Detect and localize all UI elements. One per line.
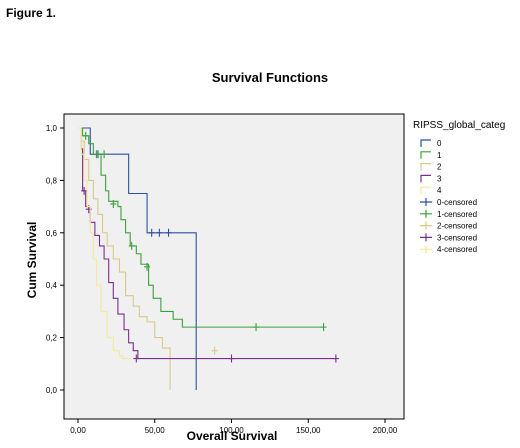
censor-mark-2 bbox=[211, 346, 218, 355]
censor-mark-1 bbox=[93, 150, 100, 159]
legend: RIPSS_global_categ 0 1 2 3 4 0-censored 1-censo… bbox=[413, 120, 505, 254]
legend-swatch bbox=[420, 245, 432, 254]
series-2 bbox=[78, 127, 218, 390]
legend-item: 4 bbox=[420, 186, 442, 195]
y-tick-label: 0,0 bbox=[46, 386, 58, 395]
legend-label: 4-censored bbox=[437, 245, 477, 254]
series-line-4 bbox=[78, 127, 132, 360]
censor-mark-1 bbox=[110, 199, 117, 208]
censor-mark-3 bbox=[228, 354, 235, 363]
legend-item: 0 bbox=[420, 139, 442, 148]
y-tick-label: 0,6 bbox=[46, 229, 58, 238]
censor-mark-1 bbox=[253, 323, 260, 332]
legend-label: 1 bbox=[437, 151, 442, 160]
legend-label: 3 bbox=[437, 174, 442, 183]
y-tick-label: 0,4 bbox=[46, 281, 58, 290]
legend-swatch bbox=[420, 174, 431, 183]
legend-swatch bbox=[420, 209, 432, 218]
series-1 bbox=[78, 127, 327, 332]
figure-label: Figure 1. bbox=[6, 6, 57, 20]
y-tick-label: 1,0 bbox=[46, 124, 58, 133]
legend-label: 2 bbox=[437, 163, 442, 172]
legend-item: 1-censored bbox=[420, 209, 477, 219]
legend-label: 4 bbox=[437, 186, 442, 195]
legend-item: 3-censored bbox=[420, 233, 477, 242]
x-tick-label: 200,00 bbox=[373, 426, 398, 435]
censor-mark-0 bbox=[165, 228, 172, 237]
legend-swatch bbox=[420, 186, 431, 195]
censor-mark-1 bbox=[82, 131, 89, 140]
censor-mark-1 bbox=[128, 241, 135, 250]
y-tick-label: 0,8 bbox=[46, 176, 58, 185]
legend-item: 3 bbox=[420, 174, 442, 183]
censor-mark-1 bbox=[320, 323, 327, 332]
y-axis: 0,0 0,2 0,4 0,6 0,8 1,0 bbox=[46, 124, 64, 395]
legend-item: 0-censored bbox=[420, 198, 477, 207]
legend-swatch bbox=[420, 198, 432, 206]
series-layer bbox=[78, 127, 339, 390]
series-line-0 bbox=[78, 127, 197, 390]
chart-title: Survival Functions bbox=[212, 70, 328, 85]
series-line-2 bbox=[78, 127, 171, 390]
series-0 bbox=[78, 127, 197, 390]
plot-area bbox=[63, 113, 405, 420]
legend-swatch bbox=[420, 233, 432, 242]
legend-swatch bbox=[420, 151, 431, 159]
legend-label: 0 bbox=[437, 139, 442, 148]
x-tick-label: 100,00 bbox=[219, 426, 244, 435]
x-axis-label: Overall Survival bbox=[187, 429, 278, 443]
legend-item: 2-censored bbox=[420, 221, 477, 231]
x-tick-label: 50,00 bbox=[145, 426, 166, 435]
censor-mark-3 bbox=[332, 354, 339, 363]
legend-swatch bbox=[420, 163, 431, 171]
legend-label: 0-censored bbox=[437, 198, 477, 207]
x-tick-label: 150,00 bbox=[296, 426, 321, 435]
censor-mark-3 bbox=[133, 354, 140, 363]
y-tick-label: 0,2 bbox=[46, 334, 58, 343]
x-axis: 0,00 50,00 100,00 150,00 200,00 bbox=[70, 419, 398, 435]
legend-label: 1-censored bbox=[437, 210, 477, 219]
censor-mark-1 bbox=[144, 262, 151, 271]
censor-mark-0 bbox=[148, 228, 155, 237]
legend-item: 2 bbox=[420, 163, 442, 172]
legend-label: 2-censored bbox=[437, 222, 477, 231]
series-4 bbox=[78, 127, 132, 360]
series-line-1 bbox=[78, 127, 324, 328]
legend-swatch bbox=[420, 139, 431, 147]
legend-label: 3-censored bbox=[437, 233, 477, 242]
legend-swatch bbox=[420, 221, 432, 230]
censor-mark-1 bbox=[101, 150, 108, 159]
censor-mark-3 bbox=[81, 186, 88, 195]
legend-item: 4-censored bbox=[420, 245, 477, 254]
censor-mark-0 bbox=[156, 228, 163, 237]
y-axis-label: Cum Survival bbox=[25, 222, 39, 299]
x-tick-label: 0,00 bbox=[70, 426, 86, 435]
legend-item: 1 bbox=[420, 151, 442, 160]
legend-title: RIPSS_global_categ bbox=[413, 120, 505, 131]
